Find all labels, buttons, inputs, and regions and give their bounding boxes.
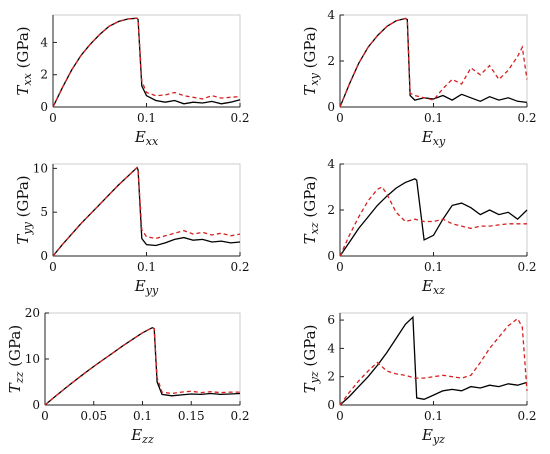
series-line-solid-black <box>339 17 528 108</box>
x-tick-label: 0 <box>336 111 344 125</box>
x-tick-label: 0.15 <box>178 409 205 423</box>
y-tick-label: 2 <box>40 68 48 82</box>
y-tick-label: 4 <box>40 35 48 49</box>
x-tick-label: 0.2 <box>517 409 536 423</box>
y-tick-label: 4 <box>327 8 335 22</box>
series-line-dashed-red <box>339 17 528 108</box>
y-axis-label: Txy (GPa) <box>301 26 321 95</box>
series-line-solid-black <box>52 17 241 108</box>
y-tick-label: 0 <box>40 100 48 114</box>
x-tick-label: 0.1 <box>424 111 443 125</box>
x-tick-label: 0 <box>336 409 344 423</box>
chart-panel-tzz: 0 0.05 0.1 0.15 0.2 0 10 20 Ezz Tzz (GPa) <box>6 306 250 446</box>
y-tick-label: 5 <box>40 205 48 219</box>
y-axis-label: Tzz (GPa) <box>6 325 26 393</box>
x-tick-label: 0.2 <box>230 111 249 125</box>
plot-frame <box>339 14 528 108</box>
series-line-solid-black <box>44 326 241 406</box>
x-tick-label: 0.1 <box>137 260 156 274</box>
chart-panel-tyy: 0 0.1 0.2 0 5 10 Eyy Tyy (GPa) <box>14 161 250 297</box>
chart-panel-txy: 0 0.1 0.2 0 2 4 Exy Txy (GPa) <box>301 8 537 148</box>
x-tick-label: 0 <box>49 111 57 125</box>
x-tick-label: 0.1 <box>424 260 443 274</box>
x-tick-label: 0 <box>336 260 344 274</box>
chart-panel-tyz: 0 0.1 0.2 0 2 4 6 Eyz Tyz (GPa) <box>301 312 537 446</box>
x-axis-label: Exx <box>134 128 159 148</box>
y-tick-label: 10 <box>25 352 40 366</box>
plot-frame <box>339 163 528 257</box>
chart-panel-txx: 0 0.1 0.2 0 2 4 Exx Txx (GPa) <box>14 14 250 148</box>
y-axis-label: Tyy (GPa) <box>14 175 34 244</box>
x-tick-label: 0.2 <box>517 260 536 274</box>
y-tick-label: 20 <box>25 306 40 320</box>
series-line-dashed-red <box>339 317 528 406</box>
y-axis-label: Txx (GPa) <box>14 26 34 95</box>
series-line-solid-black <box>52 166 241 257</box>
y-tick-label: 2 <box>327 203 335 217</box>
y-tick-label: 6 <box>327 313 335 327</box>
y-tick-label: 2 <box>327 54 335 68</box>
y-tick-label: 2 <box>327 370 335 384</box>
x-tick-label: 0.1 <box>424 409 443 423</box>
y-tick-label: 0 <box>327 249 335 263</box>
x-axis-label: Eyz <box>421 426 445 446</box>
x-axis-label: Exy <box>421 128 446 148</box>
y-tick-label: 4 <box>327 157 335 171</box>
y-axis-label: Tyz (GPa) <box>301 325 321 394</box>
x-tick-label: 0.05 <box>80 409 107 423</box>
series-line-dashed-red <box>52 17 241 108</box>
y-tick-label: 4 <box>327 341 335 355</box>
x-axis-label: Eyy <box>134 277 159 297</box>
series-line-dashed-red <box>339 186 527 257</box>
x-tick-label: 0.2 <box>517 111 536 125</box>
x-tick-label: 0 <box>49 260 57 274</box>
x-tick-label: 0.1 <box>137 111 156 125</box>
y-tick-label: 0 <box>327 398 335 412</box>
plot-frame <box>339 312 528 406</box>
y-tick-label: 0 <box>32 398 40 412</box>
x-tick-label: 0 <box>41 409 49 423</box>
x-tick-label: 0.1 <box>133 409 152 423</box>
series-line-solid-black <box>339 178 528 257</box>
plot-frame <box>52 14 241 108</box>
series-line-solid-black <box>339 315 528 406</box>
x-axis-label: Ezz <box>130 426 154 446</box>
y-tick-label: 0 <box>40 249 48 263</box>
y-axis-label: Txz (GPa) <box>301 176 321 245</box>
x-axis-label: Exz <box>421 277 445 297</box>
chart-panel-txz: 0 0.1 0.2 0 2 4 Exz Txz (GPa) <box>301 157 537 297</box>
y-tick-label: 0 <box>327 100 335 114</box>
x-tick-label: 0.2 <box>230 409 249 423</box>
x-tick-label: 0.2 <box>230 260 249 274</box>
series-line-dashed-red <box>52 166 241 257</box>
y-tick-label: 10 <box>33 161 48 175</box>
series-line-dashed-red <box>44 326 240 406</box>
